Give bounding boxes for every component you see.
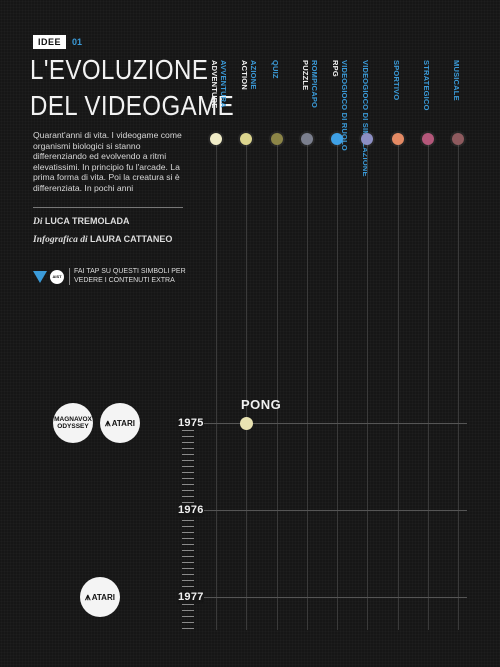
genre-label: VIDEOGIOCO DI SIMULAZIONE: [361, 60, 370, 177]
genre-label: AZIONE ACTION: [240, 60, 258, 90]
genre-dot[interactable]: [240, 133, 252, 145]
genre-label: MUSICALE: [452, 60, 461, 101]
title-line-2: DEL VIDEOGAME: [30, 90, 235, 121]
genre-label: QUIZ: [271, 60, 280, 79]
atari-fuji-icon: ⩚: [85, 591, 91, 603]
genre-label: VIDEOGIOCO DI RUOLO RPG: [331, 60, 349, 151]
genre-line: [246, 140, 247, 630]
genre-name-it: MUSICALE: [452, 60, 461, 101]
author-name: LUCA TREMOLADA: [44, 216, 130, 226]
genre-name-it: VIDEOGIOCO DI RUOLO: [340, 60, 349, 151]
extra-hint-text: FAI TAP SU QUESTI SIMBOLI PER VEDERE I C…: [69, 268, 189, 285]
atari-logo-1977[interactable]: ⩚ ATARI: [80, 577, 120, 617]
genre-dot[interactable]: [452, 133, 464, 145]
genre-dot[interactable]: [331, 133, 343, 145]
atari-text: ATARI: [111, 418, 135, 428]
genre-column: MUSICALE: [449, 0, 471, 640]
genre-name-en: ADVENTURE: [210, 60, 219, 109]
genre-line: [307, 140, 308, 630]
genre-name-it: ROMPICAPO: [310, 60, 319, 109]
genre-column: VIDEOGIOCO DI RUOLO RPG: [328, 0, 350, 640]
genre-label: STRATEGICO: [422, 60, 431, 111]
year-line-1975: [192, 423, 467, 424]
genre-column: AVVENTURA ADVENTURE: [207, 0, 229, 640]
genre-line: [277, 140, 278, 630]
genre-name-it: AZIONE: [249, 60, 258, 90]
page-title: L'EVOLUZIONE DEL VIDEOGAME: [30, 52, 234, 124]
divider: [33, 207, 183, 208]
author-prefix: Di: [33, 217, 43, 227]
genre-column: ROMPICAPO PUZZLE: [298, 0, 320, 640]
section-label: IDEE: [33, 35, 67, 49]
year-1976: 1976: [178, 503, 204, 517]
graphics-prefix: Infografica di: [33, 235, 88, 245]
genre-name-en: RPG: [331, 60, 340, 77]
genre-dot[interactable]: [210, 133, 222, 145]
extra-triangle-icon[interactable]: [33, 270, 47, 283]
atari-fuji-icon: ⩚: [105, 417, 111, 429]
timeline-ruler: [177, 430, 199, 630]
atari-logo-1975[interactable]: ⩚ ATARI: [100, 403, 140, 443]
genre-column: SPORTIVO: [389, 0, 411, 640]
genre-line: [367, 140, 368, 630]
extra-content-hint: AIST FAI TAP SU QUESTI SIMBOLI PER VEDER…: [33, 268, 189, 285]
genre-dot[interactable]: [392, 133, 404, 145]
graphics-name: LAURA CATTANEO: [90, 234, 173, 244]
genre-column: STRATEGICO: [419, 0, 441, 640]
genre-line: [398, 140, 399, 630]
year-1975: 1975: [178, 416, 204, 430]
genre-name-it: QUIZ: [271, 60, 280, 79]
genre-label: AVVENTURA ADVENTURE: [210, 60, 228, 108]
year-line-1977: [192, 597, 467, 598]
magnavox-text: MAGNAVOX: [54, 415, 92, 423]
genre-column: QUIZ: [268, 0, 290, 640]
genre-column: VIDEOGIOCO DI SIMULAZIONE: [358, 0, 380, 640]
genre-name-it: AVVENTURA: [219, 60, 228, 108]
author-credit: Di LUCA TREMOLADA: [33, 216, 130, 227]
genre-name-it: VIDEOGIOCO DI SIMULAZIONE: [361, 60, 370, 177]
magnavox-odyssey-logo[interactable]: MAGNAVOX ODYSSEY: [53, 403, 93, 443]
intro-text: Quarant'anni di vita. I videogame come o…: [33, 130, 182, 193]
pong-label: PONG: [241, 397, 282, 412]
atari-text: ATARI: [91, 592, 115, 602]
genre-line: [428, 140, 429, 630]
genre-line: [458, 140, 459, 630]
graphics-credit: Infografica di LAURA CATTANEO: [33, 234, 172, 245]
genre-name-en: ACTION: [240, 60, 249, 90]
section-tag: IDEE 01: [33, 35, 82, 49]
genre-dot[interactable]: [361, 133, 373, 145]
year-1977: 1977: [178, 590, 204, 604]
section-number: 01: [72, 37, 83, 47]
genre-dot[interactable]: [422, 133, 434, 145]
title-line-1: L'EVOLUZIONE: [30, 54, 209, 85]
genre-line: [337, 140, 338, 630]
genre-label: ROMPICAPO PUZZLE: [301, 60, 319, 108]
genre-dot[interactable]: [301, 133, 313, 145]
genre-label: SPORTIVO: [392, 60, 401, 100]
year-line-1976: [192, 510, 467, 511]
genre-name-it: STRATEGICO: [422, 60, 431, 111]
odyssey-text: ODYSSEY: [57, 423, 89, 430]
pong-dot[interactable]: [240, 417, 253, 430]
genre-dot[interactable]: [271, 133, 283, 145]
genre-line: [216, 140, 217, 630]
genre-name-it: SPORTIVO: [392, 60, 401, 101]
genre-name-en: PUZZLE: [301, 60, 310, 91]
genre-column: AZIONE ACTION: [237, 0, 259, 640]
aist-badge-icon[interactable]: AIST: [50, 269, 64, 284]
